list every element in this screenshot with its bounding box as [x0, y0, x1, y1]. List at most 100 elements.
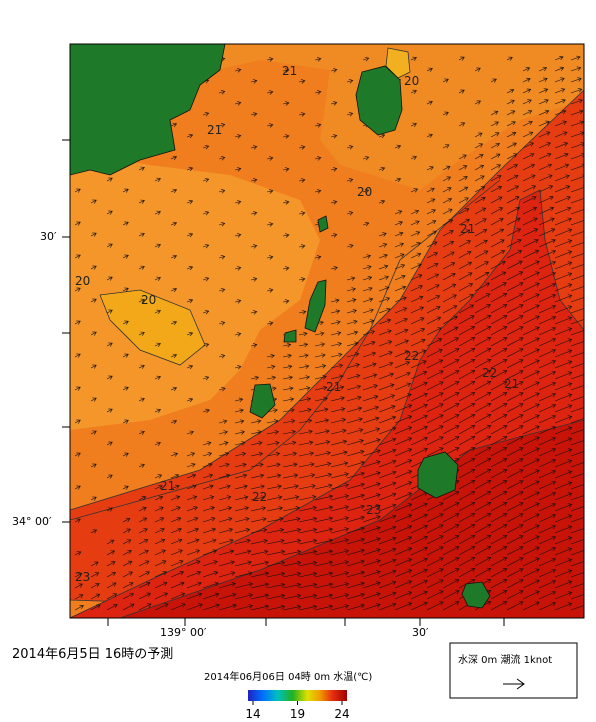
current-arrow — [282, 429, 296, 435]
current-arrow — [378, 232, 387, 237]
contour-label: 21 — [160, 479, 175, 493]
current-arrow — [490, 567, 508, 578]
current-arrow — [378, 547, 397, 556]
current-arrow — [250, 79, 258, 84]
current-arrow — [442, 165, 451, 171]
current-arrow — [458, 534, 476, 545]
current-arrow — [378, 580, 397, 589]
current-arrow — [538, 185, 554, 193]
current-arrow — [330, 265, 338, 271]
current-arrow — [298, 462, 315, 468]
current-arrow — [74, 604, 84, 611]
current-arrow — [330, 560, 350, 567]
current-arrow — [410, 381, 428, 391]
current-arrow — [330, 604, 350, 611]
current-arrow — [378, 166, 386, 172]
current-arrow — [298, 494, 317, 501]
current-arrow — [426, 590, 444, 600]
current-arrow — [490, 271, 507, 281]
current-arrow — [522, 392, 540, 402]
current-arrow — [410, 601, 428, 611]
current-arrow — [362, 351, 377, 358]
current-arrow — [346, 548, 365, 556]
current-arrow — [250, 451, 264, 457]
current-arrow — [554, 525, 573, 534]
current-arrow — [554, 77, 565, 83]
current-arrow — [570, 385, 584, 391]
current-arrow — [426, 133, 433, 138]
current-arrow — [410, 403, 428, 413]
current-arrow — [522, 579, 540, 589]
current-arrow — [506, 381, 524, 391]
current-arrow — [282, 167, 290, 172]
contour-label: 21 — [282, 64, 297, 78]
current-arrow — [122, 452, 129, 457]
current-arrow — [538, 568, 557, 578]
current-arrow — [122, 571, 133, 578]
current-arrow — [346, 373, 361, 380]
current-arrow — [362, 308, 374, 314]
current-arrow — [490, 250, 506, 259]
current-arrow — [426, 403, 444, 413]
current-arrow — [506, 502, 524, 512]
current-arrow — [186, 581, 202, 589]
current-arrow — [490, 380, 508, 391]
current-arrow — [522, 436, 540, 446]
current-arrow — [570, 77, 582, 83]
current-arrow — [74, 572, 83, 578]
current-arrow — [218, 156, 226, 161]
current-arrow — [458, 261, 473, 270]
current-arrow — [538, 359, 557, 369]
current-arrow — [506, 121, 516, 127]
current-arrow — [330, 101, 338, 106]
current-arrow — [554, 536, 573, 545]
current-arrow — [362, 362, 377, 369]
current-arrow — [474, 250, 489, 259]
current-arrow — [378, 448, 397, 457]
current-arrow — [218, 495, 232, 501]
current-arrow — [362, 188, 370, 194]
current-arrow — [314, 385, 328, 391]
current-arrow — [538, 381, 557, 391]
current-arrow — [554, 580, 573, 589]
current-arrow — [266, 364, 276, 370]
current-arrow — [346, 308, 358, 314]
current-arrow — [522, 502, 540, 512]
current-arrow — [458, 457, 476, 468]
current-arrow — [522, 370, 540, 380]
current-arrow — [378, 199, 386, 205]
current-arrow — [538, 546, 557, 556]
current-arrow — [522, 469, 540, 479]
current-arrow — [234, 506, 250, 512]
current-arrow — [570, 242, 584, 248]
current-arrow — [266, 189, 274, 194]
current-arrow — [522, 88, 532, 94]
current-arrow — [266, 288, 274, 293]
current-arrow — [394, 274, 406, 281]
current-arrow — [442, 111, 449, 116]
current-arrow — [314, 407, 329, 413]
current-arrow — [218, 441, 229, 446]
current-arrow — [506, 164, 518, 171]
frame-ticks — [62, 139, 505, 626]
current-arrow — [250, 527, 268, 534]
current-arrow — [346, 330, 359, 336]
current-arrow — [314, 451, 331, 457]
current-arrow — [234, 560, 252, 567]
current-arrow — [282, 593, 302, 600]
current-arrow — [154, 581, 168, 589]
current-arrow — [378, 426, 397, 435]
current-arrow — [202, 111, 210, 117]
current-arrow — [394, 404, 413, 413]
current-arrow — [362, 340, 376, 347]
current-arrow — [378, 405, 396, 413]
current-arrow — [394, 481, 413, 490]
current-arrow — [426, 273, 440, 281]
current-arrow — [506, 228, 522, 237]
current-arrow — [378, 275, 389, 281]
current-arrow — [394, 437, 413, 446]
current-arrow — [458, 358, 476, 369]
current-arrow — [186, 364, 194, 370]
current-arrow — [490, 142, 500, 149]
